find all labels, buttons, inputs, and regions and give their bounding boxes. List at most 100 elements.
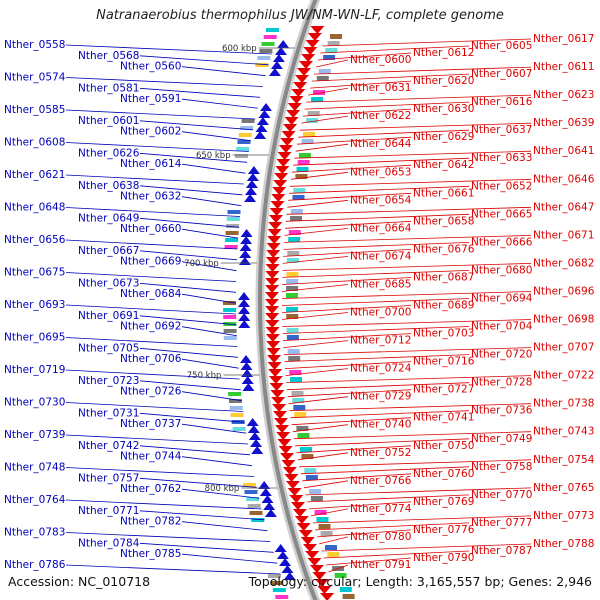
left-gene-label[interactable]: Nther_0757 [78,472,139,484]
right-gene-label[interactable]: Nther_0607 [471,68,532,80]
right-gene-label[interactable]: Nther_0612 [413,47,474,59]
right-gene-label[interactable]: Nther_0611 [533,61,594,73]
right-gene-label[interactable]: Nther_0770 [471,489,532,501]
right-gene-label[interactable]: Nther_0694 [471,293,533,305]
right-gene-label[interactable]: Nther_0644 [350,138,412,150]
right-gene-label[interactable]: Nther_0780 [350,531,411,543]
left-gene-label[interactable]: Nther_0762 [120,483,181,495]
right-gene-label[interactable]: Nther_0766 [350,475,412,487]
left-gene-label[interactable]: Nther_0660 [120,223,181,235]
right-gene-label[interactable]: Nther_0727 [413,384,474,396]
left-gene-label[interactable]: Nther_0784 [78,537,140,549]
right-gene-label[interactable]: Nther_0787 [471,545,532,557]
left-gene-label[interactable]: Nther_0785 [120,548,181,560]
right-gene-label[interactable]: Nther_0716 [413,356,475,368]
right-gene-label[interactable]: Nther_0680 [471,264,532,276]
left-gene-label[interactable]: Nther_0771 [78,505,139,517]
left-gene-label[interactable]: Nther_0656 [4,234,66,246]
right-gene-label[interactable]: Nther_0741 [413,412,474,424]
right-gene-label[interactable]: Nther_0665 [471,208,532,220]
right-gene-label[interactable]: Nther_0703 [413,328,474,340]
right-gene-label[interactable]: Nther_0760 [413,468,474,480]
left-gene-label[interactable]: Nther_0723 [78,375,139,387]
right-gene-label[interactable]: Nther_0712 [350,335,411,347]
right-gene-label[interactable]: Nther_0647 [533,201,594,213]
right-gene-label[interactable]: Nther_0674 [350,250,412,262]
left-gene-label[interactable]: Nther_0667 [78,245,139,257]
right-gene-label[interactable]: Nther_0791 [350,559,411,571]
left-gene-label[interactable]: Nther_0726 [120,386,182,398]
left-gene-label[interactable]: Nther_0614 [120,158,182,170]
right-gene-label[interactable]: Nther_0639 [533,117,594,129]
left-gene-label[interactable]: Nther_0585 [4,104,65,116]
left-gene-label[interactable]: Nther_0706 [120,353,182,365]
left-gene-label[interactable]: Nther_0744 [120,451,182,463]
right-gene-label[interactable]: Nther_0682 [533,257,594,269]
left-gene-label[interactable]: Nther_0669 [120,256,181,268]
right-gene-label[interactable]: Nther_0728 [471,377,532,389]
left-gene-label[interactable]: Nther_0782 [120,516,181,528]
right-gene-label[interactable]: Nther_0788 [533,538,594,550]
right-gene-label[interactable]: Nther_0758 [471,461,532,473]
left-gene-label[interactable]: Nther_0626 [78,147,140,159]
right-gene-label[interactable]: Nther_0600 [350,54,411,66]
right-gene-label[interactable]: Nther_0637 [471,124,532,136]
right-gene-label[interactable]: Nther_0707 [533,342,594,354]
left-gene-label[interactable]: Nther_0608 [4,137,65,149]
right-gene-label[interactable]: Nther_0620 [413,75,474,87]
right-gene-label[interactable]: Nther_0671 [533,229,594,241]
left-gene-label[interactable]: Nther_0783 [4,527,65,539]
right-gene-label[interactable]: Nther_0740 [350,419,411,431]
left-gene-label[interactable]: Nther_0568 [78,50,139,62]
right-gene-label[interactable]: Nther_0777 [471,517,532,529]
right-gene-label[interactable]: Nther_0629 [413,131,474,143]
left-gene-label[interactable]: Nther_0574 [4,72,66,84]
right-gene-label[interactable]: Nther_0774 [350,503,412,515]
right-gene-label[interactable]: Nther_0738 [533,398,594,410]
right-gene-label[interactable]: Nther_0754 [533,454,595,466]
right-gene-label[interactable]: Nther_0605 [471,40,532,52]
left-gene-label[interactable]: Nther_0581 [78,82,139,94]
right-gene-label[interactable]: Nther_0773 [533,510,594,522]
left-gene-label[interactable]: Nther_0602 [120,126,181,138]
right-gene-label[interactable]: Nther_0700 [350,307,411,319]
left-gene-label[interactable]: Nther_0692 [120,321,181,333]
right-gene-label[interactable]: Nther_0736 [471,405,533,417]
left-gene-label[interactable]: Nther_0719 [4,364,65,376]
right-gene-label[interactable]: Nther_0654 [350,194,412,206]
right-gene-label[interactable]: Nther_0698 [533,314,594,326]
right-gene-label[interactable]: Nther_0616 [471,96,533,108]
right-gene-label[interactable]: Nther_0630 [413,103,474,115]
right-gene-label[interactable]: Nther_0623 [533,89,594,101]
right-gene-label[interactable]: Nther_0750 [413,440,474,452]
right-gene-label[interactable]: Nther_0641 [533,145,594,157]
right-gene-label[interactable]: Nther_0661 [413,187,474,199]
right-gene-label[interactable]: Nther_0749 [471,433,532,445]
right-gene-label[interactable]: Nther_0622 [350,110,411,122]
right-gene-label[interactable]: Nther_0687 [413,272,474,284]
left-gene-label[interactable]: Nther_0731 [78,407,139,419]
right-gene-label[interactable]: Nther_0664 [350,222,412,234]
right-gene-label[interactable]: Nther_0689 [413,300,474,312]
right-gene-label[interactable]: Nther_0617 [533,33,594,45]
right-gene-label[interactable]: Nther_0752 [350,447,411,459]
left-gene-label[interactable]: Nther_0675 [4,267,65,279]
left-gene-label[interactable]: Nther_0684 [120,288,182,300]
right-gene-label[interactable]: Nther_0676 [413,243,475,255]
left-gene-label[interactable]: Nther_0621 [4,169,65,181]
left-gene-label[interactable]: Nther_0730 [4,397,65,409]
right-gene-label[interactable]: Nther_0652 [471,180,532,192]
right-gene-label[interactable]: Nther_0666 [471,236,533,248]
right-gene-label[interactable]: Nther_0646 [533,173,595,185]
right-gene-label[interactable]: Nther_0729 [350,391,411,403]
left-gene-label[interactable]: Nther_0739 [4,429,65,441]
left-gene-label[interactable]: Nther_0786 [4,559,66,571]
left-gene-label[interactable]: Nther_0648 [4,202,65,214]
right-gene-label[interactable]: Nther_0724 [350,363,412,375]
right-gene-label[interactable]: Nther_0685 [350,279,411,291]
left-gene-label[interactable]: Nther_0601 [78,115,139,127]
right-gene-label[interactable]: Nther_0631 [350,82,411,94]
right-gene-label[interactable]: Nther_0653 [350,166,411,178]
left-gene-label[interactable]: Nther_0742 [78,440,139,452]
left-gene-label[interactable]: Nther_0705 [78,342,139,354]
